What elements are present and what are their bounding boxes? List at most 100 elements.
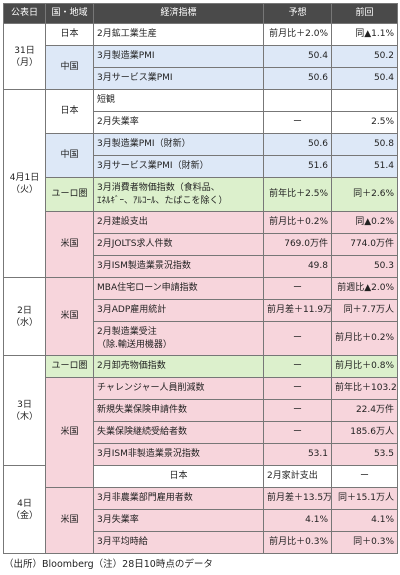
region-cell: ユーロ圏 (45, 177, 94, 212)
forecast-cell: 前月比＋0.2% (263, 211, 332, 234)
region-cell: ユーロ圏 (45, 355, 94, 378)
forecast-cell: 49.8 (263, 255, 332, 278)
indicator-cell: 新規失業保険申請件数 (93, 399, 264, 422)
forecast-cell: 50.6 (263, 67, 332, 90)
region-cell: 米国 (45, 277, 94, 356)
indicator-cell: 3月平均時給 (93, 531, 264, 554)
table-row: 2月製造業受注 （除.輸送用機器） ー前月比＋0.2% (4, 321, 398, 356)
table-row: 3月平均時給 前月比＋0.3% 同＋0.3% (4, 531, 398, 554)
indicator-cell: 2月鉱工業生産 (93, 23, 264, 46)
header-date: 公表日 (3, 3, 46, 24)
date-cell: 4日 （金） (3, 465, 46, 554)
indicator-name-line2: （除.輸送用機器） (97, 339, 172, 350)
indicator-name: 3月消費者物価指数（食料品、 (97, 182, 220, 193)
indicator-name: 3月平均時給 (97, 537, 148, 547)
previous-cell: 前年比＋103.2% (331, 377, 398, 400)
indicator-name: 2月建設支出 (97, 217, 148, 227)
previous-cell: 50.2 (331, 45, 398, 68)
indicator-cell: 2月失業率 (93, 111, 264, 134)
previous-cell: 同▲1.1% (331, 23, 398, 46)
header-indicator: 経済指標 (93, 3, 264, 24)
table-row: 3月サービス業PMI（財新） 51.6 51.4 (4, 155, 398, 178)
table-row: 中国 3月製造業PMI（財新） 50.6 50.8 (4, 133, 398, 178)
region-cell: 日本 (45, 23, 94, 46)
header-region: 国・地域 (45, 3, 94, 24)
economic-calendar-table: 公表日 国・地域 経済指標 予想 前回 31日 （月） 日本 2月鉱工業生産 前月比＋2… (3, 3, 398, 554)
previous-cell: 50.4 (331, 67, 398, 90)
region-cell: 日本 (93, 465, 264, 488)
forecast-cell: ー (263, 277, 332, 300)
indicator-name: 3月ISM製造業景況指数 (97, 261, 191, 271)
indicator-name: 短観 (97, 95, 116, 105)
forecast-cell: 前月比＋2.0% (263, 23, 332, 46)
indicator-cell: 失業保険継続受給者数 (93, 421, 264, 444)
indicator-cell: 3月ISM非製造業景況指数 (93, 443, 264, 466)
indicator-name: チャレンジャー人員削減数 (97, 383, 205, 393)
indicator-name: 失業保険継続受給者数 (97, 427, 188, 437)
previous-cell: 50.8 (331, 133, 398, 156)
indicator-cell: 2月卸売物価指数 (93, 355, 264, 378)
previous-cell: 185.6万人 (331, 421, 398, 444)
previous-cell: 22.4万件 (331, 399, 398, 422)
date-day: 4月1日 (9, 172, 40, 183)
forecast-cell: 769.0万件 (263, 233, 332, 256)
table-row: 米国 2月建設支出 前月比＋0.2% 同▲0.2% (4, 211, 398, 278)
date-weekday: （木） (10, 411, 38, 422)
table-row: 2月JOLTS求人件数 769.0万件 774.0万件 (4, 233, 398, 256)
indicator-name: 2月JOLTS求人件数 (97, 239, 173, 249)
previous-cell: 前月比＋0.8% (331, 355, 398, 378)
previous-cell: 50.3 (331, 255, 398, 278)
date-weekday: （水） (10, 317, 38, 328)
forecast-cell: ー (263, 355, 332, 378)
indicator-cell: 短観 (93, 89, 264, 112)
region-cell: 中国 (45, 133, 94, 178)
table-row: 4日（金）日本2月家計支出ー前年比＋0.8% (3, 465, 398, 554)
indicator-cell: 3月サービス業PMI (93, 67, 264, 90)
indicator-cell: 2月製造業受注 （除.輸送用機器） (93, 321, 264, 356)
date-day: 2日 (17, 305, 32, 316)
date-weekday: （金） (10, 510, 38, 521)
indicator-cell: 2月JOLTS求人件数 (93, 233, 264, 256)
table-row: 新規失業保険申請件数 ー 22.4万件 (4, 399, 398, 422)
previous-cell: 4.1% (331, 509, 398, 532)
table-row: 3日 （木） ユーロ圏 2月卸売物価指数ー前月比＋0.8% (3, 355, 398, 466)
table-row: 2日 （水） 米国 MBA住宅ローン申請指数ー前週比▲2.0% (3, 277, 398, 356)
indicator-cell: 3月ADP雇用統計 (93, 299, 264, 322)
header-previous: 前回 (331, 3, 398, 24)
indicator-name: 2月鉱工業生産 (97, 29, 157, 39)
indicator-name: 3月製造業PMI (97, 51, 155, 61)
footnote: （出所）Bloomberg（注）28日10時点のデータ (4, 559, 213, 570)
indicator-name: 3月ADP雇用統計 (97, 305, 167, 315)
region-cell: 米国 (45, 377, 94, 488)
table-row: 31日 （月） 日本 2月鉱工業生産 前月比＋2.0% 同▲1.1% (3, 23, 398, 90)
indicator-name: 新規失業保険申請件数 (97, 405, 188, 415)
forecast-cell: 4.1% (263, 509, 332, 532)
table-row: ユーロ圏 3月消費者物価指数（食料品、 ｴﾈﾙｷﾞｰ、ｱﾙｺｰﾙ、たばこを除く） 前年… (4, 177, 398, 212)
table-row: 3月ISM非製造業景況指数 53.1 53.5 (4, 443, 398, 466)
indicator-name: MBA住宅ローン申請指数 (97, 283, 198, 293)
forecast-cell: ー (263, 421, 332, 444)
indicator-name: 2月卸売物価指数 (97, 361, 166, 371)
forecast-cell: 前年比＋2.5% (263, 177, 332, 212)
previous-cell (331, 89, 398, 112)
forecast-cell: ー (263, 377, 332, 400)
indicator-name: 2月失業率 (97, 117, 139, 127)
previous-cell: 774.0万件 (331, 233, 398, 256)
indicator-name: 3月サービス業PMI (97, 73, 173, 83)
indicator-cell: 3月製造業PMI (93, 45, 264, 68)
table-row: 4月1日 （火） 日本 短観 (3, 89, 398, 278)
forecast-cell: 51.6 (263, 155, 332, 178)
previous-cell: 同＋2.6% (331, 177, 398, 212)
forecast-cell: ー (331, 465, 398, 488)
table-row: 3月ISM製造業景況指数 49.8 50.3 (4, 255, 398, 278)
forecast-cell: 50.4 (263, 45, 332, 68)
forecast-cell: ー (263, 111, 332, 134)
header-forecast: 予想 (263, 3, 332, 24)
date-weekday: （火） (10, 184, 38, 195)
previous-cell: 53.5 (331, 443, 398, 466)
forecast-cell: 53.1 (263, 443, 332, 466)
previous-cell: 51.4 (331, 155, 398, 178)
indicator-name-line2: ｴﾈﾙｷﾞｰ、ｱﾙｺｰﾙ、たばこを除く） (97, 195, 228, 206)
table-row: 3月失業率 4.1% 4.1% (4, 509, 398, 532)
